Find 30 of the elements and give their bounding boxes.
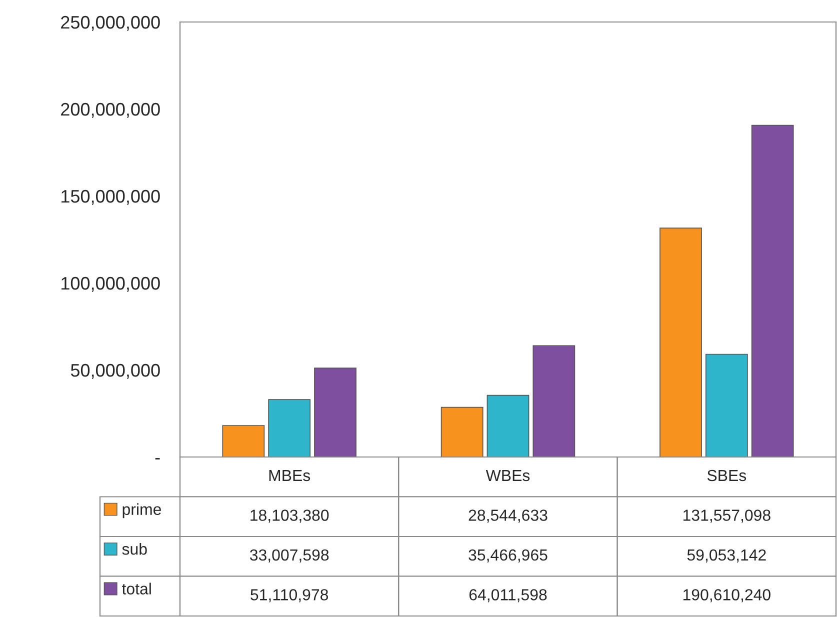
bar <box>660 228 702 457</box>
legend-label: prime <box>122 503 161 518</box>
y-tick-label: 200,000,000 <box>61 102 160 118</box>
bar <box>705 354 748 457</box>
x-tick-label: WBEs <box>486 470 530 482</box>
data-label: 28,544,633 <box>468 510 548 523</box>
bar <box>532 345 576 457</box>
bar <box>440 406 484 457</box>
data-label: 51,110,978 <box>250 589 328 602</box>
bar <box>314 368 356 457</box>
bar <box>751 124 794 457</box>
x-tick-label: MBEs <box>269 470 310 482</box>
data-label: 64,011,598 <box>469 589 547 602</box>
data-label: 131,557,098 <box>683 510 770 523</box>
data-label: 18,103,380 <box>250 510 329 523</box>
y-tick-label: 50,000,000 <box>70 364 160 379</box>
bar <box>486 394 530 457</box>
legend-label: total <box>122 582 151 594</box>
x-tick-label: SBEs <box>707 470 746 482</box>
y-tick-label: 100,000,000 <box>62 276 160 292</box>
bar <box>268 399 311 457</box>
y-tick-label: 150,000,000 <box>62 190 160 205</box>
bar <box>222 425 265 457</box>
y-tick-label: 250,000,000 <box>61 16 160 31</box>
data-label: 190,610,240 <box>683 589 770 602</box>
data-label: 59,053,142 <box>687 549 766 563</box>
legend-label: sub <box>122 543 147 555</box>
data-label: 33,007,598 <box>250 549 329 563</box>
y-tick-label: - <box>155 458 160 460</box>
data-label: 35,466,965 <box>468 549 548 563</box>
